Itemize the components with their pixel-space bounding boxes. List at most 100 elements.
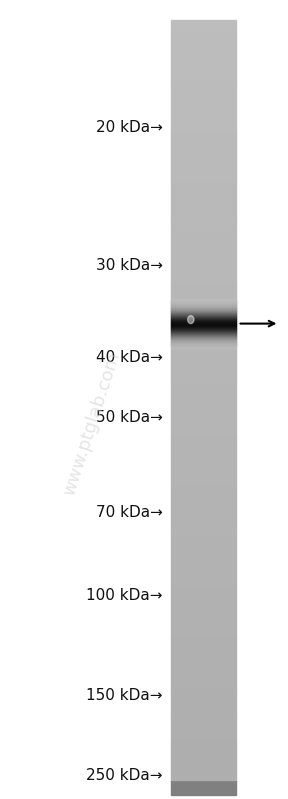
Bar (171, 101, 236, 103)
Bar (171, 74, 236, 76)
Bar (171, 240, 236, 243)
Bar (171, 153, 236, 156)
Bar (171, 658, 236, 659)
Bar (171, 601, 236, 603)
Bar (171, 473, 236, 475)
Bar (171, 622, 236, 625)
Bar (171, 244, 236, 247)
Bar (171, 375, 236, 376)
Bar (171, 99, 236, 101)
Bar (171, 82, 236, 84)
Bar (171, 169, 236, 171)
Bar (171, 448, 236, 450)
Bar (171, 406, 236, 407)
Bar (171, 659, 236, 662)
Bar (171, 594, 236, 595)
Bar (171, 32, 236, 34)
Bar (171, 696, 236, 698)
Bar (171, 576, 236, 578)
Bar (171, 500, 236, 503)
Bar (171, 789, 236, 791)
Bar (171, 38, 236, 39)
Bar (171, 30, 236, 32)
Bar (171, 454, 236, 456)
Bar (171, 628, 236, 630)
Bar (171, 133, 236, 134)
Bar (171, 562, 236, 564)
Bar (171, 677, 236, 679)
Bar (171, 483, 236, 485)
Bar (171, 193, 236, 194)
Bar (171, 144, 236, 146)
Bar (171, 382, 236, 384)
Bar (171, 489, 236, 491)
Bar (171, 136, 236, 138)
Bar (171, 718, 236, 719)
Bar (171, 458, 236, 459)
Bar (171, 96, 236, 97)
Bar (171, 685, 236, 686)
Bar (171, 614, 236, 617)
Bar (171, 47, 236, 49)
Bar (171, 462, 236, 463)
Bar (171, 20, 236, 22)
Bar (171, 566, 236, 568)
Bar (171, 276, 236, 278)
Bar (171, 508, 236, 511)
Bar (171, 299, 236, 301)
Bar (171, 247, 236, 248)
Bar (171, 710, 236, 712)
Bar (171, 439, 236, 440)
Bar (171, 129, 236, 130)
Bar (171, 613, 236, 614)
Bar (171, 574, 236, 576)
Bar (171, 119, 236, 121)
Bar (171, 69, 236, 70)
Bar (171, 667, 236, 669)
Bar (171, 297, 236, 299)
Bar (171, 520, 236, 522)
Bar (171, 537, 236, 539)
Text: 20 kDa→: 20 kDa→ (96, 121, 163, 135)
Bar (171, 588, 236, 590)
Bar (171, 280, 236, 281)
Bar (171, 704, 236, 706)
Bar (171, 586, 236, 588)
Bar (171, 308, 236, 311)
Bar (171, 791, 236, 793)
Bar (171, 780, 236, 781)
Bar (171, 435, 236, 436)
Bar (171, 49, 236, 51)
Bar (171, 444, 236, 446)
Bar (171, 237, 236, 239)
Bar (171, 121, 236, 123)
Bar (171, 727, 236, 729)
Bar (171, 51, 236, 53)
Bar (171, 353, 236, 356)
Bar (171, 787, 236, 789)
Bar (171, 233, 236, 235)
Bar (171, 266, 236, 268)
Bar (171, 243, 236, 244)
Bar (171, 380, 236, 382)
Bar (171, 729, 236, 731)
Text: 50 kDa→: 50 kDa→ (96, 410, 163, 424)
Bar (171, 686, 236, 689)
Bar (171, 35, 236, 38)
Bar (171, 646, 236, 648)
Bar (171, 220, 236, 221)
Bar (171, 78, 236, 80)
Bar (171, 559, 236, 561)
Bar (171, 262, 236, 264)
Bar (171, 599, 236, 601)
Bar (171, 737, 236, 739)
Bar (171, 93, 236, 96)
Bar (171, 206, 236, 208)
Bar (171, 712, 236, 714)
Bar (171, 55, 236, 57)
Bar (171, 652, 236, 654)
Bar (171, 419, 236, 421)
Bar (171, 497, 236, 499)
Bar (171, 316, 236, 318)
Bar (171, 225, 236, 227)
